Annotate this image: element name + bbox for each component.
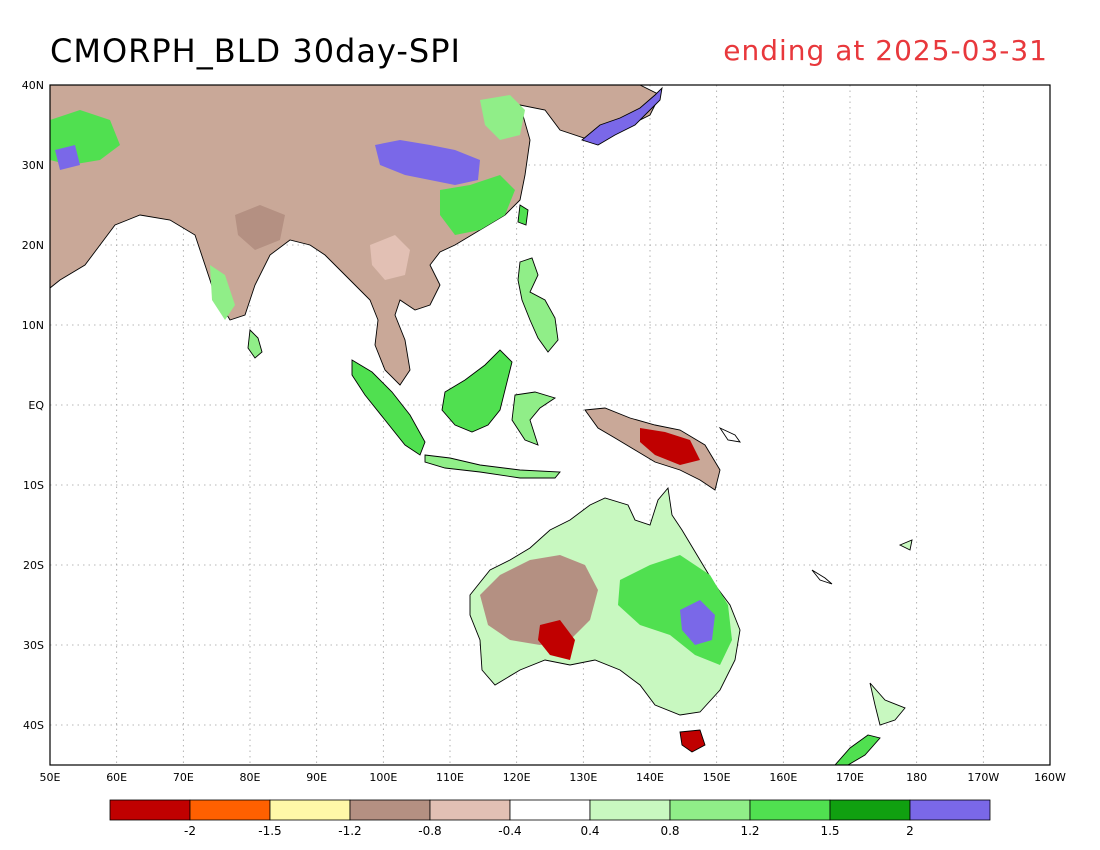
colorbar-label: -1.5 [258, 824, 281, 838]
spi-wet-region-east-china [480, 95, 525, 140]
colorbar-label: -1.2 [338, 824, 361, 838]
landmass-borneo [441, 349, 513, 433]
landmass-sumatra [351, 359, 426, 456]
map-title: CMORPH_BLD 30day-SPI [50, 32, 461, 70]
longitude-tick-label: 80E [240, 771, 261, 784]
colorbar-swatch [269, 799, 351, 821]
map-plot-area: 50E 60E 70E 80E 90E 100E 110E 120E 130E 140E 150E 1… [22, 79, 1066, 784]
spi-very-wet-region-northwest [55, 145, 80, 170]
spi-colorbar: -2 -1.5 -1.2 -0.8 -0.4 0.4 0.8 1.2 1.5 2 [109, 799, 991, 838]
latitude-tick-label: 20N [22, 239, 44, 252]
landmass-new-caledonia [811, 569, 833, 585]
colorbar-label: 0.4 [580, 824, 599, 838]
longitude-tick-label: 170E [836, 771, 864, 784]
longitude-tick-label: 70E [173, 771, 194, 784]
longitude-tick-label: 160W [1034, 771, 1066, 784]
colorbar-label: -0.4 [498, 824, 521, 838]
longitude-tick-label: 180 [906, 771, 927, 784]
landmass-new-zealand-south [834, 734, 881, 765]
spi-landmasses [50, 85, 913, 765]
latitude-tick-label: 10S [23, 479, 44, 492]
spi-dry-patch-new-guinea-south [640, 428, 700, 465]
colorbar-label: 0.8 [660, 824, 679, 838]
longitude-tick-label: 120E [503, 771, 531, 784]
latitude-tick-label: EQ [28, 399, 44, 412]
colorbar-swatch [509, 799, 591, 821]
colorbar-label: 2 [906, 824, 914, 838]
date-label: ending at 2025-03-31 [723, 34, 1048, 67]
longitude-tick-label: 60E [106, 771, 127, 784]
colorbar-swatch [749, 799, 831, 821]
longitude-tick-label: 140E [636, 771, 664, 784]
longitude-tick-label: 170W [967, 771, 999, 784]
colorbar-swatch [429, 799, 511, 821]
spi-dry-region-west-australia [480, 555, 598, 645]
colorbar-swatch [189, 799, 271, 821]
latitude-tick-label: 40N [22, 79, 44, 92]
colorbar-label: -2 [184, 824, 196, 838]
latitude-tick-labels: 40N 30N 20N 10N EQ 10S 20S 30S 40S [22, 79, 45, 732]
spi-wet-region-southeast-china [440, 175, 515, 235]
spi-wet-region-india-west [210, 265, 235, 320]
landmass-java [424, 454, 561, 479]
longitude-tick-label: 150E [703, 771, 731, 784]
longitude-tick-label: 100E [369, 771, 397, 784]
colorbar-label: 1.2 [740, 824, 759, 838]
landmass-philippines [517, 257, 559, 353]
landmass-taiwan [517, 204, 529, 226]
landmass-tasmania [679, 729, 706, 753]
landmass-sri-lanka [247, 329, 263, 359]
latitude-tick-label: 40S [23, 719, 44, 732]
longitude-tick-label: 130E [569, 771, 597, 784]
longitude-tick-label: 160E [769, 771, 797, 784]
longitude-tick-label: 90E [306, 771, 327, 784]
map-frame [49, 84, 1051, 766]
spi-dry-patch-indochina [370, 235, 410, 280]
longitude-tick-label: 50E [40, 771, 61, 784]
colorbar-swatch [109, 799, 191, 821]
longitude-tick-label: 110E [436, 771, 464, 784]
colorbar-label: -0.8 [418, 824, 441, 838]
landmass-australia [469, 486, 741, 716]
latitude-tick-label: 10N [22, 319, 44, 332]
spi-dry-patch-india-east [235, 205, 285, 250]
colorbar-swatch [829, 799, 911, 821]
spi-very-wet-region-china [375, 140, 480, 185]
landmass-sulawesi [511, 391, 557, 446]
longitude-tick-labels: 50E 60E 70E 80E 90E 100E 110E 120E 130E 140E 150E 1… [40, 771, 1067, 784]
landmass-fiji [898, 539, 913, 551]
latitude-tick-label: 30S [23, 639, 44, 652]
latitude-tick-label: 30N [22, 159, 44, 172]
latitude-tick-label: 20S [23, 559, 44, 572]
colorbar-swatch [909, 799, 991, 821]
landmass-solomon-islands [718, 426, 741, 443]
landmass-japan [581, 86, 663, 146]
colorbar-swatch [669, 799, 751, 821]
spi-extreme-dry-region-south-australia [538, 620, 575, 660]
colorbar-swatch [349, 799, 431, 821]
colorbar-swatch [589, 799, 671, 821]
landmass-new-zealand-north [869, 682, 906, 726]
spi-very-wet-region-queensland [680, 600, 715, 645]
colorbar-label: 1.5 [820, 824, 839, 838]
